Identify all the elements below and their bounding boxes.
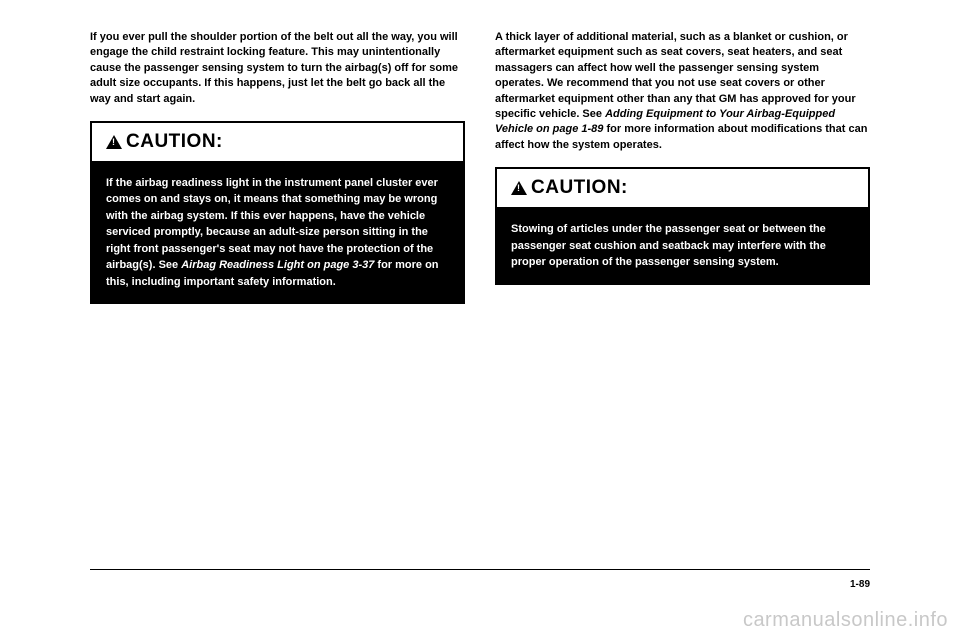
caution-body-right: Stowing of articles under the passenger …	[497, 209, 868, 283]
caution-text-italic: Airbag Readiness Light on page 3-37	[181, 259, 374, 271]
page-content: If you ever pull the shoulder portion of…	[0, 0, 960, 338]
warning-triangle-icon	[106, 135, 122, 149]
caution-header: CAUTION:	[497, 169, 868, 209]
caution-header: CAUTION:	[92, 123, 463, 163]
caution-box-right: CAUTION: Stowing of articles under the p…	[495, 167, 870, 285]
caution-box-left: CAUTION: If the airbag readiness light i…	[90, 121, 465, 305]
intro-right-part1: A thick layer of additional material, su…	[495, 31, 856, 120]
caution-text-part1: If the airbag readiness light in the ins…	[106, 177, 438, 272]
page-number: 1-89	[850, 579, 870, 590]
intro-paragraph-right: A thick layer of additional material, su…	[495, 30, 870, 153]
warning-triangle-icon	[511, 181, 527, 195]
caution-label: CAUTION:	[531, 177, 628, 199]
intro-paragraph-left: If you ever pull the shoulder portion of…	[90, 30, 465, 107]
caution-label: CAUTION:	[126, 131, 223, 153]
caution-body-left: If the airbag readiness light in the ins…	[92, 163, 463, 303]
watermark: carmanualsonline.info	[743, 609, 948, 632]
right-column: A thick layer of additional material, su…	[495, 30, 870, 318]
page-footer: 1-89	[90, 569, 870, 592]
left-column: If you ever pull the shoulder portion of…	[90, 30, 465, 318]
